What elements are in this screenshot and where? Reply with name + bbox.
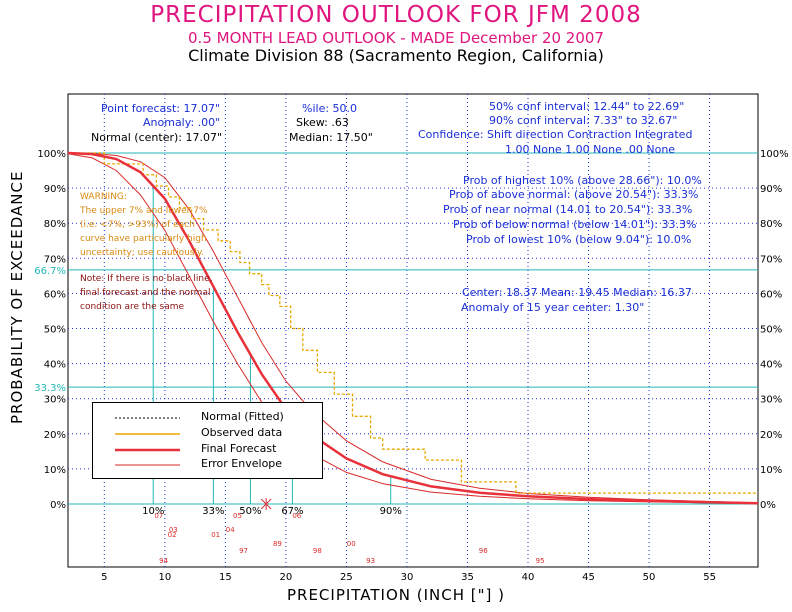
center-info: Center: 18.37 Mean: 19.45 Median: 16.37 (462, 286, 692, 299)
x-tick-label: 10 (158, 572, 171, 583)
x-tick-label: 5 (101, 572, 107, 583)
legend-normal: Normal (Fitted) (201, 410, 284, 423)
conf-interval-50: 50% conf interval: 12.44" to 22.69" (489, 100, 685, 113)
point-forecast: Point forecast: 17.07" (101, 102, 221, 115)
prob-near: Prob of near normal (14.01 to 20.54"): 3… (443, 203, 693, 216)
year-label: 03 (169, 526, 178, 534)
confidence-header: Confidence: Shift direction Contraction … (418, 128, 693, 141)
y-tick-label-right: 50% (760, 325, 782, 336)
skew: Skew: .63 (296, 116, 349, 129)
x-tick-label: 25 (340, 572, 353, 583)
y-tick-label-right: 60% (760, 289, 782, 300)
point-forecast-marker (260, 498, 272, 510)
x-tick-label: 40 (522, 572, 535, 583)
year-label: 95 (536, 557, 545, 565)
x-tick-label: 15 (219, 572, 232, 583)
warning-line: uncertainty; use cautiously. (80, 248, 204, 258)
year-label: 93 (366, 557, 375, 565)
year-label: 04 (226, 526, 235, 534)
year-label: 05 (233, 512, 242, 520)
envelope-upper-line (67, 152, 759, 504)
prob-highest: Prob of highest 10% (above 28.66"): 10.0… (463, 174, 702, 187)
y-tick-label-right: 70% (760, 254, 782, 265)
x-axis-label: PRECIPITATION (INCH ["] ) (286, 586, 506, 604)
warning-line: WARNING: (80, 192, 127, 202)
legend-envelope: Error Envelope (201, 457, 283, 470)
x-tick-label: 45 (582, 572, 595, 583)
y-tick-label-left: 60% (44, 289, 66, 300)
year-label: 02 (168, 531, 177, 539)
note-line: final forecast and the normal (80, 288, 211, 298)
y-tick-label-left: 10% (44, 465, 66, 476)
year-label: 06 (292, 512, 301, 520)
year-label: 96 (479, 547, 488, 555)
x-tick-label: 50 (643, 572, 656, 583)
y-tick-label-right: 90% (760, 184, 782, 195)
median: Median: 17.50" (289, 131, 373, 144)
legend-swatches (115, 417, 180, 466)
y-tick-label-right: 80% (760, 219, 782, 230)
year-label: 94 (159, 557, 168, 565)
warning-line: The upper 7% and lower 7% (80, 206, 208, 216)
prob-above: Prob of above normal: (above 20.54"): 33… (449, 188, 699, 201)
x-tick-label: 35 (461, 572, 474, 583)
y-tick-label-left: 0% (50, 500, 66, 511)
y-tick-label-left: 30% (44, 395, 66, 406)
black-line-note: Note: If there is no black line, final f… (80, 272, 213, 314)
x-tick-label: 55 (703, 572, 716, 583)
chart-title: PRECIPITATION OUTLOOK FOR JFM 2008 (150, 2, 642, 28)
percentile-label: 10% (142, 506, 164, 517)
note-line: Note: If there is no black line, (80, 274, 213, 284)
center-anomaly: Anomaly of 15 year center: 1.30" (461, 301, 645, 314)
percentile-label: 33% (202, 506, 224, 517)
tercile-label: 66.7% (34, 266, 66, 277)
y-tick-label-left: 100% (37, 149, 66, 160)
confidence-values: 1.00 None 1.00 None .00 None (505, 143, 676, 156)
conf-interval-90: 90% conf interval: 7.33" to 32.67" (489, 114, 678, 127)
tercile-label: 33.3% (34, 383, 66, 394)
y-tick-label-left: 80% (44, 219, 66, 230)
observed-data-line (68, 152, 758, 494)
legend-final: Final Forecast (201, 442, 277, 455)
x-tick-label: 20 (280, 572, 293, 583)
year-label: 00 (347, 540, 356, 548)
y-tick-label-left: 70% (44, 254, 66, 265)
warning-line: curve have particularly high (80, 234, 207, 244)
year-label: 89 (273, 540, 282, 548)
warning-note: WARNING: The upper 7% and lower 7% (i.e.… (80, 190, 208, 260)
warning-line: (i.e. <7%, >93%) of each (80, 220, 195, 230)
y-tick-label-right: 40% (760, 360, 782, 371)
anomaly: Anomaly: .00" (143, 116, 221, 129)
y-tick-label-left: 50% (44, 325, 66, 336)
plot-frame (67, 93, 759, 568)
year-label: 07 (154, 512, 163, 520)
percentile: %ile: 50.0 (302, 102, 358, 115)
percentile-label: 67% (281, 506, 303, 517)
prob-below: Prob of below normal (below 14.01"): 33.… (453, 218, 697, 231)
y-tick-label-left: 20% (44, 430, 66, 441)
year-label: 98 (313, 547, 322, 555)
prob-lowest: Prob of lowest 10% (below 9.04"): 10.0% (466, 233, 692, 246)
y-tick-label-right: 0% (760, 500, 776, 511)
y-tick-label-left: 90% (44, 184, 66, 195)
y-tick-label-left: 40% (44, 360, 66, 371)
climate-division: Climate Division 88 (Sacramento Region, … (188, 46, 604, 65)
year-label: 01 (211, 531, 220, 539)
percentile-label: 90% (380, 506, 402, 517)
y-tick-label-right: 20% (760, 430, 782, 441)
normal-center: Normal (center): 17.07" (91, 131, 223, 144)
y-tick-label-right: 100% (760, 149, 789, 160)
legend-observed: Observed data (201, 426, 283, 439)
year-label: 97 (239, 547, 248, 555)
note-line: condition are the same (80, 302, 185, 312)
percentile-label: 50% (239, 506, 261, 517)
x-tick-label: 30 (401, 572, 414, 583)
legend: Normal (Fitted) Observed data Final Fore… (92, 402, 323, 479)
y-tick-label-right: 10% (760, 465, 782, 476)
y-tick-label-right: 30% (760, 395, 782, 406)
chart-subtitle: 0.5 MONTH LEAD OUTLOOK - MADE December 2… (188, 29, 604, 47)
